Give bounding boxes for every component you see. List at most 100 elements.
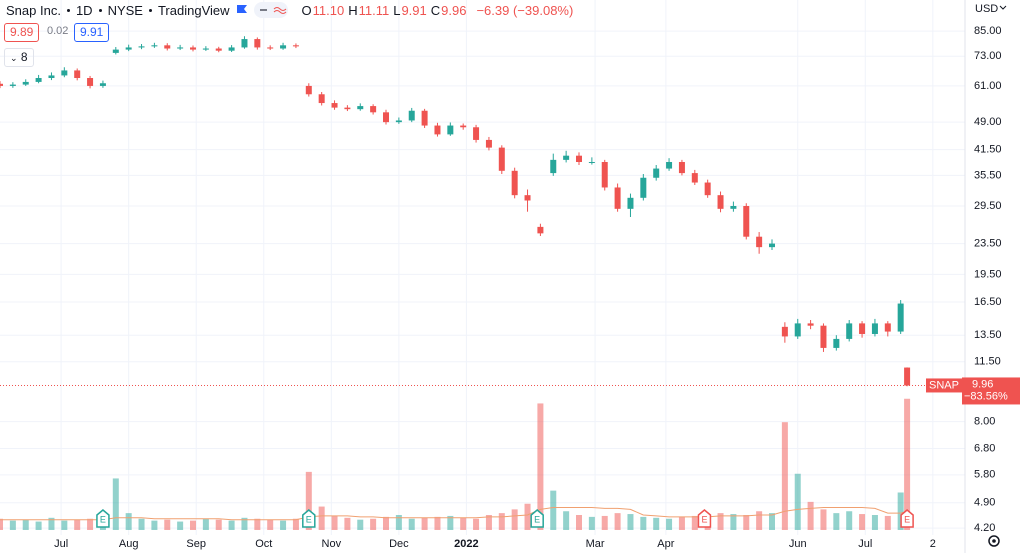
candle-body [190,47,196,50]
candle-body [833,338,840,348]
ohlc-key: L [393,2,401,18]
ohlc-value: 9.91 [401,2,427,18]
candle-body [485,139,492,148]
candle-body [820,325,827,348]
x-tick-label: Dec [389,538,409,550]
caret [999,5,1007,10]
ohlc-value: 9.96 [441,2,467,18]
volume-bar [614,513,621,530]
y-tick-label: 49.00 [974,116,1002,128]
candle-body [177,47,184,49]
y-tick-label: 8.00 [974,416,995,428]
candle-body [99,83,106,86]
volume-bar [254,518,261,530]
volume-bar [563,511,570,530]
volume-bar [241,517,248,530]
grid [0,0,965,535]
volume-bar [202,518,209,530]
volume-bar [395,515,402,530]
candle-body [357,106,364,110]
candle-body [48,75,55,79]
volume-bar [576,515,582,530]
candle-body [74,70,81,79]
volume-bar [61,520,68,530]
ohlc: O11.10 H11.11 L9.91 C9.96 [302,3,471,18]
y-tick-label: 23.50 [974,237,1002,249]
volume-bar [871,515,878,530]
candle-body [61,70,68,76]
candle-body [151,45,158,47]
volume-bar [280,520,287,530]
volume-bar [537,403,544,530]
interval: 1D [75,2,93,18]
candle-body [614,187,621,209]
candle-body [640,177,647,198]
earnings-label: E [701,514,707,524]
x-tick-label: 2022 [454,538,478,550]
y-tick-label: 61.00 [974,80,1002,92]
candle-body [434,125,441,135]
earnings-marker [96,509,110,528]
settings-icon[interactable] [988,535,1000,547]
candle-body [743,206,750,237]
price-tag [962,377,1020,405]
volume-bar [408,518,415,530]
earnings-label: E [306,514,312,524]
volume-bar [383,516,389,530]
candle-body [871,323,878,334]
x-tick-label: Oct [255,538,272,550]
visibility-toggle[interactable] [253,2,288,18]
indicators-toggle[interactable]: ⌄ 8 [4,48,34,67]
volume-bar [292,518,299,530]
candle-body [904,367,911,386]
volume-bar [22,519,29,530]
volume-bar [794,473,801,530]
ohlc-value: 11.10 [312,2,345,18]
bid[interactable]: 9.89 [4,23,40,42]
volume-bar [485,515,492,530]
spread: 0.02 [47,25,69,37]
y-tick-label: 85.00 [974,25,1002,37]
ohlc-key: C [430,2,441,18]
earnings-label: E [904,514,910,524]
volume-bar [267,519,274,530]
candle-body [305,85,312,95]
flag[interactable] [236,4,248,16]
candle-body [370,106,377,113]
currency: USD [975,3,998,15]
y-tick-label: 6.80 [974,442,995,454]
volume-bar [305,471,312,530]
x-tick-label: Aug [119,538,139,550]
candle-body [846,323,853,339]
candle-body [498,147,505,171]
volume-bar [511,509,518,530]
y-tick-label: 11.50 [974,356,1001,368]
candle-body [730,206,737,209]
candle-body [395,120,402,123]
x-tick-label: 2 [930,538,936,550]
candle-body [421,110,428,126]
volume-bar [498,513,505,530]
candle-body [35,78,42,82]
volume-bar [884,515,891,530]
candle-body [241,39,248,48]
y-tick-label: 4.20 [974,522,995,534]
y-tick-label: 73.00 [974,50,1002,62]
candle-body [884,323,891,332]
candle-body [408,110,415,121]
volume-bar [743,515,750,530]
volume-bar [846,511,853,530]
candle-body [588,161,595,163]
candle-body [202,48,209,50]
x-tick-label: Nov [322,538,342,550]
candle-body [280,45,287,49]
candle-body [0,83,3,86]
volume-bar [691,515,698,530]
volume-bar [35,521,42,530]
volume-bar [151,520,158,530]
ask[interactable]: 9.91 [74,23,110,42]
symbol-tag-label: SNAP [929,379,959,391]
volume-bar [228,520,235,530]
candle-body [601,161,608,188]
